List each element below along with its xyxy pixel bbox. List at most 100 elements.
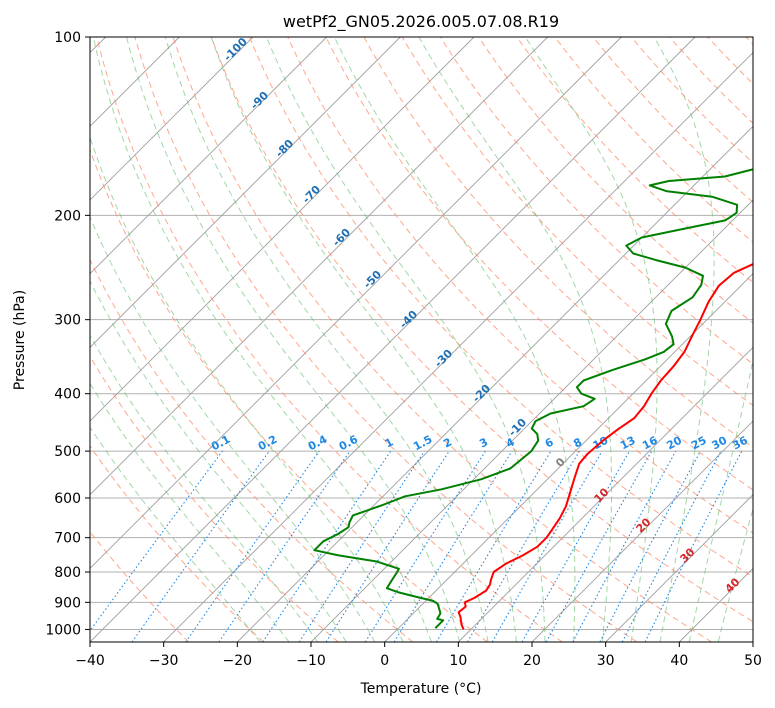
y-tick-label: 900 [54, 595, 81, 611]
moist-adiabat-line [524, 37, 658, 642]
mixing-ratio-line [644, 450, 743, 642]
dry-adiabat-line [134, 37, 638, 642]
mixing-ratio-label: 8 [571, 435, 584, 450]
dry-adiabat-line [90, 445, 264, 642]
x-tick-label: 40 [670, 653, 688, 669]
mixing-ratio-label: 1.5 [411, 433, 434, 454]
dry-adiabat-line [210, 37, 753, 623]
mixing-ratio-label: 0.4 [306, 433, 330, 454]
isotherm-line [531, 420, 753, 642]
mixing-ratio-label: 16 [640, 434, 660, 453]
moist-adiabat-line [92, 37, 432, 642]
mixing-ratio-label: 36 [730, 434, 750, 453]
chart-title: wetPf2_GN05.2026.005.07.08.R19 [283, 12, 559, 32]
mixing-ratio-line [545, 450, 653, 642]
dry-adiabat-line [745, 37, 753, 46]
x-tick-label: 30 [597, 653, 615, 669]
dry-adiabat-line [325, 37, 753, 491]
x-tick-label: 20 [523, 653, 541, 669]
y-tick-label: 100 [54, 30, 81, 46]
x-axis-title: Temperature (°C) [360, 681, 482, 697]
isotherm-line [90, 37, 622, 569]
plot-frame [89, 36, 754, 643]
y-tick-label: 700 [54, 531, 81, 547]
moist-adiabat-line [90, 382, 290, 642]
moist-adiabat-line [653, 37, 715, 642]
dry-adiabat-label: -60 [330, 226, 353, 249]
isotherm-line [90, 37, 696, 642]
mixing-ratio-label: 30 [710, 434, 730, 453]
axes: −40 −30 −20 −10 0 10 20 30 40 5010020030040050060… [45, 30, 762, 669]
y-tick-label: 500 [54, 444, 81, 460]
mixing-ratio-label: 0.2 [256, 433, 279, 454]
isotherm-line [90, 37, 327, 275]
isotherm-line [163, 52, 753, 642]
mixing-ratio-line [298, 450, 425, 642]
dry-adiabat-label: -20 [470, 382, 493, 405]
isotherm-line [90, 37, 548, 496]
mixing-ratio-line [599, 450, 701, 642]
moist-adiabat-line [164, 37, 489, 642]
dry-adiabat-line [96, 37, 563, 642]
dry-adiabat-line [249, 37, 753, 578]
dry-adiabat-line [287, 37, 753, 534]
x-tick-label: −30 [149, 653, 179, 669]
mixing-ratio-line [218, 450, 351, 642]
x-tick-label: 0 [380, 653, 389, 669]
isotherm-line [752, 641, 753, 642]
moist-adiabat-line [90, 426, 261, 642]
mixing-ratio-label: 0.6 [337, 433, 361, 454]
moist-adiabat-line [266, 37, 546, 642]
isotherm-line [90, 37, 254, 201]
mixing-ratio-line [185, 450, 320, 642]
moist-adiabat-line [90, 334, 319, 642]
dry-adiabat-label: -100 [221, 35, 250, 64]
moist-adiabat-line [126, 37, 461, 642]
moist-adiabat-line [90, 215, 376, 642]
mixing-ratio-label: 13 [618, 434, 638, 453]
dry-adiabat-label: -50 [361, 268, 384, 291]
dry-adiabat-label: -70 [300, 183, 323, 206]
isotherm-line [310, 199, 753, 642]
dry-adiabat-label: -30 [432, 347, 455, 370]
profile-series [313, 168, 753, 630]
isotherm-line [605, 494, 753, 642]
moist-adiabat-label: 30 [678, 545, 698, 565]
moist-adiabat-line [688, 358, 753, 642]
moist-adiabat-line [717, 506, 753, 642]
isotherm-line [237, 125, 753, 642]
moist-adiabat-line [418, 37, 613, 642]
dry-adiabat-line [90, 258, 414, 642]
mixing-ratio-line [435, 450, 552, 642]
dry-adiabat-line [90, 355, 339, 642]
dewpoint-profile-line [313, 168, 753, 629]
dry-adiabat-line [90, 531, 190, 642]
dry-adiabat-line [172, 37, 712, 642]
mixing-ratio-line [325, 450, 450, 642]
dry-adiabat-label: -90 [248, 89, 271, 112]
moist-adiabat-line [333, 37, 576, 642]
mixing-ratio-line [393, 450, 513, 642]
dry-adiabat-line [90, 148, 488, 642]
y-tick-label: 1000 [45, 622, 81, 638]
y-tick-label: 200 [54, 208, 81, 224]
moist-adiabat-line [210, 37, 517, 642]
mixing-ratio-label: 6 [543, 435, 556, 450]
temperature-profile-line [457, 263, 753, 630]
dry-adiabat-line [439, 37, 753, 365]
mixing-ratio-label: 2 [441, 435, 454, 450]
dry-adiabat-line [478, 37, 753, 324]
x-tick-label: −20 [223, 653, 253, 669]
moist-adiabat-label: 10 [592, 485, 612, 505]
isotherm-line [90, 37, 401, 348]
dry-adiabat-label: -40 [397, 308, 420, 331]
isotherm-line [90, 37, 475, 422]
x-tick-label: −40 [75, 653, 105, 669]
mixing-ratio-label: 25 [689, 434, 709, 453]
x-tick-label: 50 [744, 653, 762, 669]
y-axis-title: Pressure (hPa) [12, 290, 28, 390]
mixing-ratio-label: 3 [477, 435, 490, 450]
isotherm-line [458, 346, 753, 642]
mixing-ratio-line [262, 450, 392, 642]
